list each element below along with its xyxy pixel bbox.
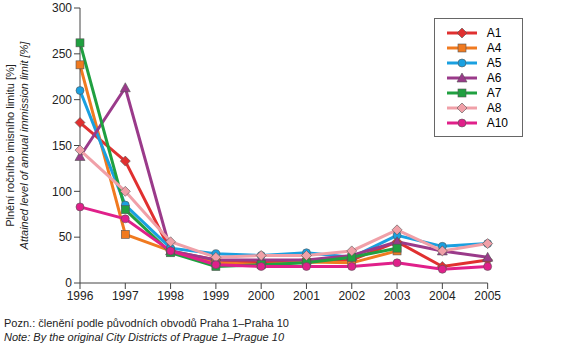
- html-text:A8: A8: [486, 100, 502, 115]
- html-text:Pozn.: členění podle původních: Pozn.: členění podle původních obvodů Pr…: [4, 317, 289, 329]
- svg-text:1996: 1996: [67, 289, 94, 303]
- svg-text:1998: 1998: [157, 289, 184, 303]
- html-text:A6: A6: [486, 70, 502, 85]
- svg-text:0: 0: [65, 276, 72, 290]
- html-text:A10: A10: [486, 115, 508, 130]
- svg-text:2000: 2000: [248, 289, 275, 303]
- svg-text:300: 300: [52, 1, 72, 15]
- html-text:A7: A7: [486, 85, 502, 100]
- html-text:Note: By the original City Dis: Note: By the original City Districts of …: [4, 331, 284, 343]
- svg-text:50: 50: [59, 230, 73, 244]
- svg-text:2003: 2003: [384, 289, 411, 303]
- html-text:A5: A5: [486, 55, 502, 70]
- svg-text:250: 250: [52, 47, 72, 61]
- svg-text:100: 100: [52, 185, 72, 199]
- svg-text:1999: 1999: [203, 289, 230, 303]
- html-text:A1: A1: [486, 25, 502, 40]
- svg-text:200: 200: [52, 93, 72, 107]
- html-text:A4: A4: [486, 40, 502, 55]
- svg-text:2002: 2002: [338, 289, 365, 303]
- svg-text:Plnění ročního imisního limitu: Plnění ročního imisního limitu [%]Attain…: [8, 41, 30, 251]
- svg-text:150: 150: [52, 139, 72, 153]
- svg-text:2004: 2004: [429, 289, 456, 303]
- svg-text:1997: 1997: [112, 289, 139, 303]
- svg-text:2005: 2005: [474, 289, 501, 303]
- svg-text:2001: 2001: [293, 289, 320, 303]
